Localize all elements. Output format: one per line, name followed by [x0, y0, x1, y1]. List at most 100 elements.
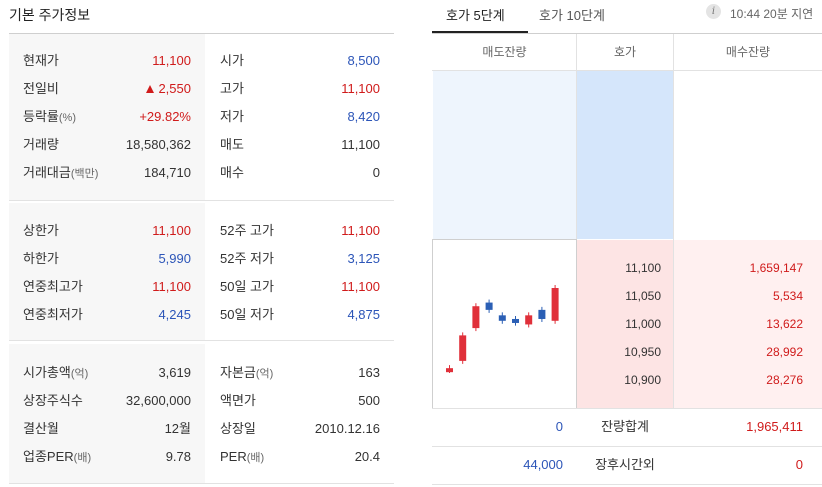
label-unit: (백만)	[70, 168, 99, 180]
candle-down	[498, 315, 506, 321]
label-text: 50일 저가	[220, 307, 274, 322]
row-value: 3,125	[347, 251, 380, 266]
divider	[576, 34, 577, 408]
value-text: +29.82%	[139, 109, 191, 124]
row-value: 20.4	[354, 449, 380, 464]
row-value: 500	[358, 393, 380, 408]
label-text: 상한가	[23, 223, 59, 238]
row-label: 시가총액(억)	[23, 359, 88, 388]
label-text: 매수	[220, 165, 244, 180]
label-text: 자본금	[220, 365, 256, 380]
row-value: 0	[372, 165, 380, 180]
label-text: 상장주식수	[23, 393, 83, 408]
row-value: 2010.12.16	[314, 421, 380, 436]
bid-price: 11,000	[625, 317, 661, 331]
bid-price-area	[577, 240, 673, 408]
value-text: 32,600,000	[125, 393, 191, 408]
label-text: 50일 고가	[220, 279, 274, 294]
label-text: 결산월	[23, 421, 59, 436]
bid-qty: 28,276	[766, 373, 803, 387]
row-label: PER(배)	[220, 443, 264, 472]
row-value: 184,710	[144, 159, 191, 187]
bid-qty: 28,992	[766, 345, 803, 359]
bid-price: 11,050	[625, 289, 661, 303]
row-label: 현재가	[23, 47, 59, 75]
info-row: 상한가 11,100 52주 고가 11,100	[9, 217, 394, 245]
candle-up	[446, 368, 453, 373]
row-label: 매도	[220, 131, 244, 159]
row-value: 11,100	[152, 217, 191, 245]
row-value: 9.78	[166, 443, 191, 471]
info-row: 전일비 2,550 고가 11,100	[9, 75, 394, 103]
tab-10-levels[interactable]: 호가 10단계	[539, 8, 605, 23]
row-value: +29.82%	[139, 103, 191, 131]
label-text: 시가	[220, 53, 244, 68]
label-text: PER	[220, 449, 247, 464]
label-text: 연중최고가	[23, 279, 83, 294]
candle-down	[538, 309, 546, 319]
company-info-table: 시가총액(억) 3,619 자본금(억) 163 상장주식수 32,600,000 액면가 5…	[9, 344, 394, 484]
row-value: 3,619	[158, 359, 191, 387]
row-label: 전일비	[23, 75, 59, 103]
row-value: 8,500	[347, 53, 380, 68]
info-row: 연중최저가 4,245 50일 저가 4,875	[9, 301, 394, 329]
info-row: 거래량 18,580,362 매도 11,100	[9, 131, 394, 159]
basic-price-table: 현재가 11,100 시가 8,500 전일비 2,550 고가 11,100 등락률(%) +2…	[9, 34, 394, 201]
divider	[432, 33, 822, 34]
up-arrow-icon	[146, 85, 155, 93]
label-text: 현재가	[23, 53, 59, 68]
value-text: 18,580,362	[125, 137, 191, 152]
row-label: 50일 고가	[220, 273, 274, 301]
row-value: 8,420	[347, 109, 380, 124]
info-row: 결산월 12월 상장일 2010.12.16	[9, 415, 394, 443]
row-value: 4,245	[158, 301, 191, 329]
info-row: 업종PER(배) 9.78 PER(배) 20.4	[9, 443, 394, 471]
row-label: 상한가	[23, 217, 59, 245]
value-text: 11,100	[152, 279, 191, 294]
label-unit: (%)	[58, 112, 76, 124]
tab-5-levels[interactable]: 호가 5단계	[446, 8, 505, 23]
label-text: 거래대금	[23, 165, 71, 180]
label-text: 거래량	[23, 137, 59, 152]
row-value: 18,580,362	[126, 131, 191, 159]
row-value: 163	[358, 365, 380, 380]
row-label: 하한가	[23, 245, 59, 273]
row-label: 연중최고가	[23, 273, 83, 301]
price-range-table: 상한가 11,100 52주 고가 11,100 하한가 5,990 52주 저가 3,125…	[9, 203, 394, 341]
section-title: 기본 주가정보	[9, 7, 91, 23]
row-label: 50일 저가	[220, 301, 274, 329]
row-value: 11,100	[152, 273, 191, 301]
row-label: 연중최저가	[23, 301, 83, 329]
label-unit: (억)	[255, 368, 274, 380]
row-value: 11,100	[341, 137, 380, 152]
label-text: 저가	[220, 109, 244, 124]
divider	[432, 484, 822, 485]
label-text: 시가총액	[23, 365, 71, 380]
label-text: 고가	[220, 81, 244, 96]
row-value: 11,100	[341, 81, 380, 96]
row-label: 고가	[220, 75, 244, 103]
label-text: 하한가	[23, 251, 59, 266]
row-label: 상장주식수	[23, 387, 83, 415]
header-bid-qty: 매수잔량	[725, 45, 771, 59]
summary-ask: 0	[555, 419, 563, 434]
row-label: 52주 저가	[220, 245, 274, 273]
header-price: 호가	[613, 45, 637, 59]
value-text: 11,100	[152, 53, 191, 68]
info-icon[interactable]: i	[706, 4, 721, 19]
summary-ask: 44,000	[523, 457, 563, 472]
bid-price: 11,100	[625, 261, 661, 275]
bid-price: 10,900	[624, 373, 661, 387]
info-row: 거래대금(백만) 184,710 매수 0	[9, 159, 394, 187]
value-text: 5,990	[158, 251, 191, 266]
row-label: 상장일	[220, 415, 256, 443]
row-label: 거래량	[23, 131, 59, 159]
label-text: 등락률	[23, 109, 59, 124]
value-text: 9.78	[165, 449, 191, 464]
row-label: 시가	[220, 47, 244, 75]
label-text: 업종PER	[23, 449, 74, 464]
ask-qty-area	[433, 71, 576, 239]
value-text: 184,710	[144, 165, 191, 180]
info-row: 등락률(%) +29.82% 저가 8,420	[9, 103, 394, 131]
info-row: 연중최고가 11,100 50일 고가 11,100	[9, 273, 394, 301]
